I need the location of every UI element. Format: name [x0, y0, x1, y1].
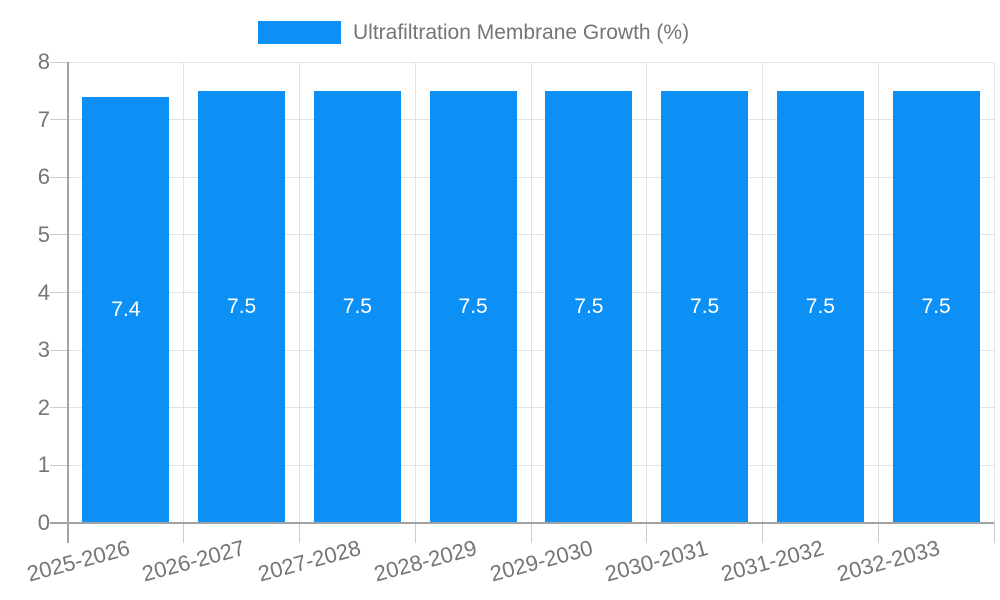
x-tick-label: 2031-2032 [718, 535, 827, 587]
v-gridline [877, 62, 879, 523]
x-tick-label: 2029-2030 [486, 535, 596, 587]
x-axis-tick [993, 523, 995, 543]
x-tick-label: 2027-2028 [255, 535, 364, 587]
y-tick-label: 7 [37, 106, 50, 132]
y-tick-label: 2 [37, 394, 50, 420]
v-gridline [762, 62, 763, 523]
bar-value-label: 7.5 [227, 295, 257, 319]
y-tick-label: 4 [37, 279, 50, 305]
x-tick-label: 2025-2026 [23, 535, 133, 587]
x-tick-label: 2030-2031 [602, 535, 711, 587]
bar-value-label: 7.5 [690, 295, 720, 319]
y-axis-tick [50, 176, 68, 178]
v-gridline [414, 62, 416, 523]
x-axis-tick [183, 523, 185, 543]
x-tick-label: 2032-2033 [834, 535, 943, 587]
y-axis-tick [50, 464, 68, 466]
bar-value-label: 7.5 [574, 295, 604, 319]
bar[interactable]: 7.5 [892, 90, 980, 523]
y-axis-tick [50, 292, 68, 293]
y-axis-tick [50, 407, 68, 409]
y-tick-label: 6 [37, 164, 50, 190]
bar[interactable]: 7.5 [313, 90, 401, 523]
bar-value-label: 7.5 [921, 295, 951, 319]
x-axis-tick [762, 523, 763, 543]
x-axis-tick [530, 523, 532, 543]
bar-value-label: 7.4 [111, 298, 141, 322]
x-axis-tick [299, 523, 300, 543]
legend-item[interactable]: Ultrafiltration Membrane Growth (%) [258, 21, 689, 44]
x-tick-label: 2028-2029 [371, 535, 480, 587]
x-axis-tick [414, 523, 416, 543]
bar-value-label: 7.5 [805, 295, 835, 319]
v-gridline [183, 62, 185, 523]
v-gridline [646, 62, 648, 523]
x-axis-tick [877, 523, 879, 543]
bar-value-label: 7.5 [458, 295, 488, 319]
y-axis-tick [50, 234, 68, 236]
y-tick-label: 1 [37, 452, 50, 478]
legend-swatch [258, 21, 341, 44]
v-gridline [299, 62, 300, 523]
bar[interactable]: 7.5 [776, 90, 864, 523]
x-axis-tick [646, 523, 648, 543]
bar[interactable]: 7.5 [661, 90, 749, 523]
y-tick-label: 3 [37, 337, 50, 363]
v-gridline [993, 62, 995, 523]
y-tick-label: 8 [37, 49, 50, 74]
y-tick-label: 5 [37, 221, 50, 247]
legend-label: Ultrafiltration Membrane Growth (%) [353, 21, 690, 44]
bar[interactable]: 7.5 [545, 90, 633, 523]
x-tick-label: 2026-2027 [139, 535, 248, 587]
y-tick-label: 0 [37, 510, 50, 535]
x-axis-line [50, 522, 994, 524]
y-axis-tick [50, 349, 68, 351]
y-axis-tick [50, 119, 68, 121]
y-axis-line [67, 62, 69, 543]
v-gridline [530, 62, 532, 523]
y-axis-tick [50, 61, 68, 63]
bar[interactable]: 7.5 [429, 90, 517, 523]
bar[interactable]: 7.5 [198, 90, 286, 523]
bar[interactable]: 7.4 [82, 96, 170, 523]
bar-value-label: 7.5 [342, 295, 372, 319]
